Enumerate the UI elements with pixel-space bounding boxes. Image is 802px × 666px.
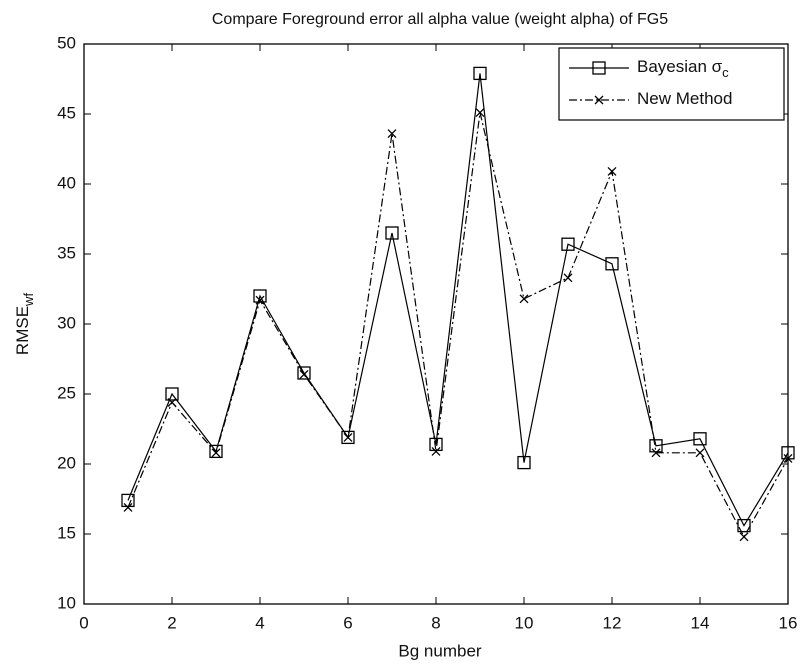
y-tick-label: 25 [57, 383, 76, 402]
y-tick-label: 40 [57, 173, 76, 192]
data-point [473, 66, 487, 81]
data-point [563, 273, 573, 283]
x-tick-label: 8 [431, 613, 440, 632]
legend-label-sub: c [722, 65, 729, 80]
data-point [739, 532, 749, 542]
legend-label: Bayesian σc [637, 57, 729, 80]
data-point [651, 448, 661, 458]
data-point [517, 455, 531, 470]
data-point [783, 453, 793, 463]
legend-label-main: New Method [637, 89, 732, 108]
x-tick-label: 12 [603, 613, 622, 632]
legend-marker [592, 61, 606, 75]
data-point [209, 444, 223, 459]
data-point [649, 439, 663, 453]
series-line [127, 112, 789, 539]
x-tick-label: 2 [167, 613, 176, 632]
data-point [695, 448, 705, 458]
legend-box [558, 47, 785, 121]
data-point [385, 226, 399, 240]
data-point [211, 448, 221, 458]
x-tick-label: 16 [779, 613, 798, 632]
chart-title: Compare Foreground error all alpha value… [212, 11, 668, 28]
y-tick-label: 45 [57, 103, 76, 122]
y-axis-label: RMSEwf [13, 293, 36, 356]
data-point [607, 166, 617, 176]
data-point [561, 237, 575, 251]
data-point [123, 502, 133, 512]
y-tick-label: 15 [57, 523, 76, 542]
data-point [165, 387, 179, 401]
legend-label: New Method [637, 89, 732, 108]
x-tick-label: 4 [255, 613, 264, 632]
series-line [127, 73, 789, 527]
data-point [167, 397, 177, 407]
data-point [387, 129, 397, 139]
y-tick-label: 20 [57, 453, 76, 472]
y-tick-label: 50 [57, 33, 76, 52]
x-tick-label: 14 [691, 613, 710, 632]
y-axis-label-sub: wf [21, 293, 36, 307]
y-tick-label: 10 [57, 593, 76, 612]
data-point [343, 432, 353, 442]
data-point [475, 108, 485, 118]
data-point [297, 366, 311, 380]
legend-marker [594, 95, 604, 105]
data-point [693, 432, 707, 446]
data-point [431, 446, 441, 456]
data-point [519, 294, 529, 304]
data-point [255, 295, 265, 305]
x-tick-label: 6 [343, 613, 352, 632]
y-tick-label: 35 [57, 243, 76, 262]
data-point [605, 257, 619, 271]
x-tick-label: 0 [79, 613, 88, 632]
y-axis-label-main: RMSE [13, 306, 32, 355]
x-axis-label: Bg number [398, 641, 481, 660]
data-point [341, 430, 355, 445]
y-tick-label: 30 [57, 313, 76, 332]
x-tick-label: 10 [515, 613, 534, 632]
legend-label-main: Bayesian σ [637, 57, 723, 76]
data-point [299, 369, 309, 379]
